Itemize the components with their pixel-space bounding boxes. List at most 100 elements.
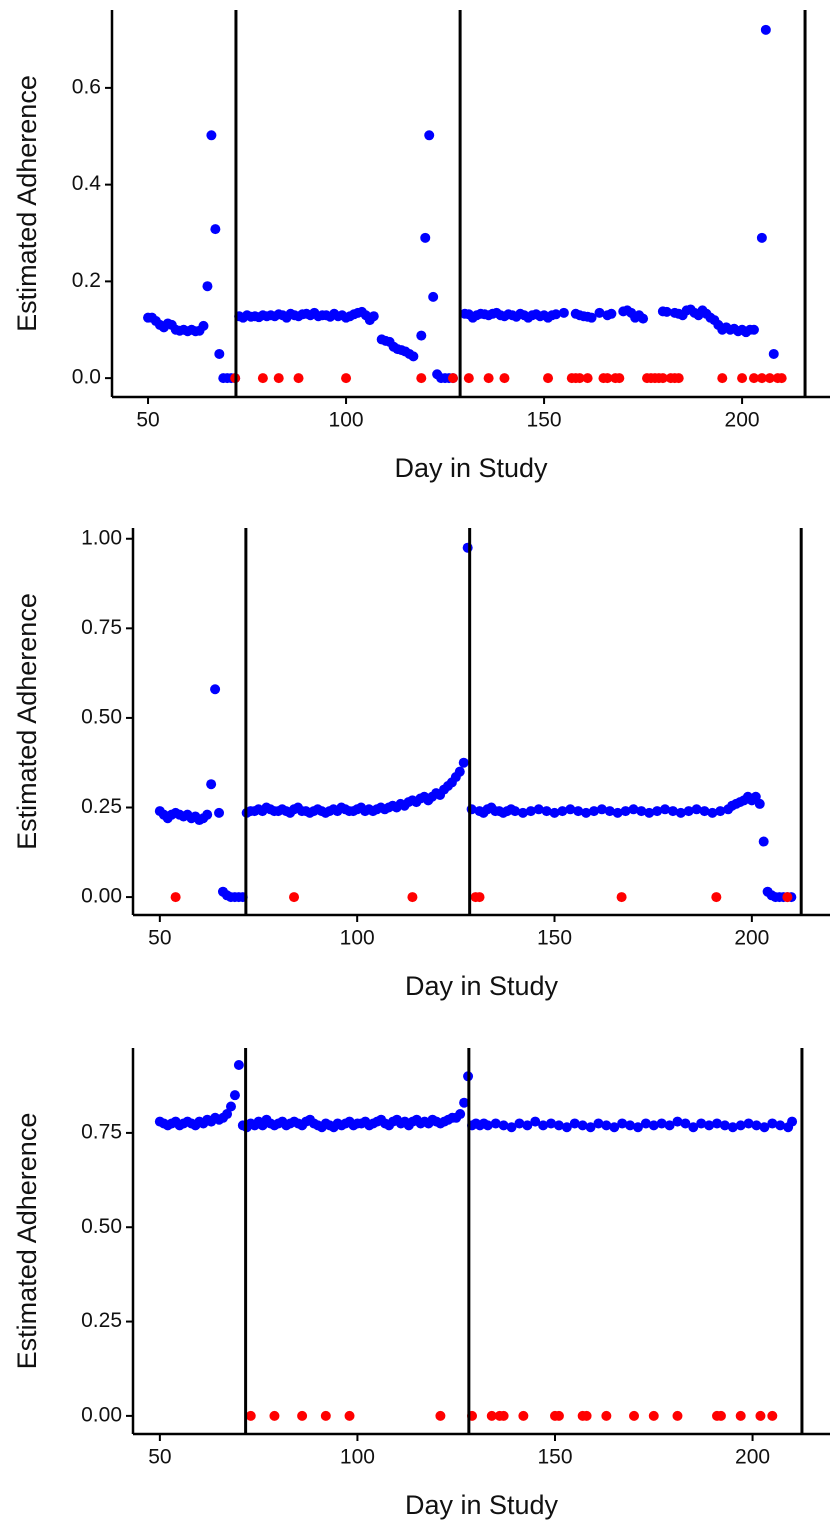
point	[210, 224, 221, 235]
point	[569, 1118, 580, 1129]
point	[758, 836, 769, 847]
point	[550, 309, 561, 320]
y-tick-label: 0.4	[72, 172, 102, 195]
point	[474, 892, 485, 903]
point	[498, 1410, 509, 1421]
point	[214, 807, 225, 818]
point	[269, 1410, 280, 1421]
point	[202, 281, 213, 292]
x-tick-label: 200	[734, 927, 769, 950]
point	[673, 373, 684, 384]
point	[688, 1122, 699, 1133]
y-tick-label: 0.50	[81, 705, 122, 728]
x-tick-label: 150	[527, 409, 562, 432]
point	[407, 892, 418, 903]
point	[767, 1118, 778, 1129]
point	[776, 373, 787, 384]
point	[594, 307, 605, 318]
x-tick-label: 100	[340, 1446, 375, 1469]
point	[756, 373, 767, 384]
point	[604, 806, 615, 817]
point	[435, 1410, 446, 1421]
point	[408, 351, 419, 362]
point	[664, 1120, 675, 1131]
point	[558, 307, 569, 318]
point	[553, 1120, 564, 1131]
y-tick-label: 0.25	[81, 1309, 122, 1332]
point	[447, 373, 458, 384]
point	[748, 373, 759, 384]
point	[588, 806, 599, 817]
y-tick-label: 0.50	[81, 1215, 122, 1238]
point	[632, 1122, 643, 1133]
point	[482, 1120, 493, 1131]
point	[601, 1120, 612, 1131]
y-axis-title: Estimated Adherence	[12, 593, 42, 850]
point	[574, 373, 585, 384]
point	[198, 320, 209, 331]
point	[546, 1118, 557, 1129]
point	[768, 348, 779, 359]
point	[602, 373, 613, 384]
y-tick-label: 0.75	[81, 616, 122, 639]
point	[522, 1120, 533, 1131]
point	[711, 892, 722, 903]
point	[640, 1118, 651, 1129]
y-axis-title: Estimated Adherence	[12, 1113, 42, 1370]
point	[593, 1118, 604, 1129]
x-axis-title: Day in Study	[405, 1490, 559, 1520]
point	[506, 1122, 517, 1133]
point	[206, 130, 217, 141]
point	[715, 806, 726, 817]
point	[606, 308, 617, 319]
point	[514, 1118, 525, 1129]
point	[222, 1109, 233, 1120]
x-axis-title: Day in Study	[405, 971, 559, 1001]
point	[755, 1410, 766, 1421]
point	[656, 1118, 667, 1129]
point	[715, 1410, 726, 1421]
point	[660, 804, 671, 815]
point	[293, 373, 304, 384]
point	[675, 807, 686, 818]
point	[245, 1410, 256, 1421]
x-axis-title: Day in Study	[394, 453, 548, 483]
point	[616, 892, 627, 903]
point	[210, 684, 221, 695]
point	[601, 1410, 612, 1421]
point	[648, 1410, 659, 1421]
point	[737, 373, 748, 384]
point	[735, 1120, 746, 1131]
point	[672, 1410, 683, 1421]
point	[652, 806, 663, 817]
point	[462, 542, 473, 553]
point	[297, 1410, 308, 1421]
point	[225, 1101, 236, 1112]
point	[273, 373, 284, 384]
point	[707, 807, 718, 818]
point	[787, 1116, 798, 1127]
point	[458, 757, 469, 768]
point	[625, 1120, 636, 1131]
point	[636, 806, 647, 817]
point	[699, 806, 710, 817]
point	[454, 766, 465, 777]
point	[717, 373, 728, 384]
y-axis-title: Estimated Adherence	[12, 75, 42, 332]
point	[573, 806, 584, 817]
point	[463, 373, 474, 384]
point	[368, 311, 379, 322]
point	[565, 804, 576, 815]
point	[510, 806, 521, 817]
point	[257, 373, 268, 384]
point	[498, 1120, 509, 1131]
point	[424, 130, 435, 141]
x-tick-label: 50	[148, 927, 171, 950]
point	[759, 1122, 770, 1133]
point	[704, 1120, 715, 1131]
point	[577, 1120, 588, 1131]
point	[428, 291, 439, 302]
point	[735, 1410, 746, 1421]
